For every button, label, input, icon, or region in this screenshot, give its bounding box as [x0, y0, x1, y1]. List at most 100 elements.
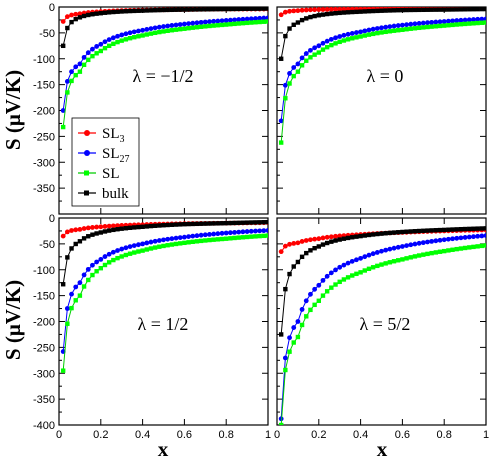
data-point	[429, 24, 434, 29]
data-point	[81, 226, 87, 231]
data-point	[362, 254, 368, 260]
data-point	[123, 226, 129, 231]
data-point	[244, 229, 250, 234]
data-point	[119, 246, 125, 252]
data-point	[98, 230, 103, 235]
data-point	[295, 259, 301, 265]
data-point	[329, 239, 334, 244]
panel-top-left: 0 -50 -100 -150 -200 -250 -300 -350 λ = −1/2	[33, 2, 269, 215]
data-point	[207, 237, 212, 243]
data-point	[244, 16, 250, 22]
data-point	[261, 220, 267, 225]
y-tick-label: -100	[33, 54, 55, 66]
legend-item: SL27	[78, 146, 130, 165]
data-point	[366, 252, 372, 258]
data-point	[110, 249, 116, 255]
data-point	[244, 220, 250, 225]
y-tick-label: 0	[49, 2, 55, 14]
data-point	[433, 7, 439, 12]
data-point	[203, 238, 208, 243]
x-tick-label: 0.2	[93, 429, 108, 441]
data-point	[479, 226, 485, 231]
data-point	[299, 55, 305, 61]
data-point	[467, 21, 472, 26]
data-point	[198, 19, 204, 25]
data-point	[198, 24, 204, 29]
x-tick-label: 0	[274, 429, 280, 441]
y-tick-label: -250	[33, 342, 55, 354]
data-point	[223, 230, 229, 236]
data-point	[312, 7, 318, 13]
data-point	[90, 262, 95, 268]
data-point	[215, 7, 221, 12]
data-point	[215, 237, 221, 242]
data-point	[144, 224, 149, 229]
data-point	[98, 41, 104, 47]
data-point	[115, 9, 120, 14]
data-point	[299, 254, 305, 260]
data-point	[370, 26, 376, 32]
data-point	[462, 21, 468, 27]
data-point	[366, 32, 372, 37]
data-point	[85, 50, 91, 56]
data-point	[94, 269, 99, 274]
legend-label-main: SL	[102, 126, 120, 142]
data-point	[169, 7, 175, 13]
data-point	[433, 238, 439, 244]
data-point	[442, 227, 447, 233]
x-tick-label: 0.8	[219, 429, 234, 441]
data-point	[94, 259, 100, 265]
data-point	[345, 31, 351, 37]
data-point	[148, 239, 154, 245]
data-point	[483, 20, 486, 25]
data-point	[341, 277, 347, 282]
x-tick-label: 0.8	[437, 429, 452, 441]
data-point	[228, 236, 233, 241]
data-point	[312, 236, 318, 242]
data-point	[102, 224, 108, 229]
data-point	[152, 223, 158, 228]
data-point	[291, 325, 297, 330]
data-point	[77, 61, 83, 67]
data-point	[144, 240, 150, 246]
data-point	[425, 7, 430, 12]
data-point	[467, 7, 472, 12]
data-point	[148, 246, 154, 251]
series-sl27	[278, 16, 486, 124]
data-point	[190, 25, 195, 30]
x-axis-title-left: x	[158, 437, 169, 461]
data-point	[295, 61, 301, 67]
data-point	[366, 9, 372, 14]
data-point	[257, 15, 263, 21]
data-point	[379, 248, 384, 254]
data-point	[236, 235, 241, 240]
data-point	[106, 223, 112, 229]
data-point	[278, 12, 284, 18]
data-point	[173, 222, 179, 227]
data-point	[283, 33, 288, 39]
data-point	[236, 21, 241, 26]
data-point	[383, 8, 388, 13]
data-point	[454, 235, 460, 241]
data-point	[169, 23, 175, 28]
data-point	[169, 242, 175, 247]
data-point	[291, 22, 296, 27]
data-point	[257, 220, 262, 225]
data-point	[60, 368, 66, 373]
data-point	[123, 37, 129, 42]
data-point	[194, 221, 200, 227]
data-point	[316, 298, 321, 303]
data-point	[370, 31, 376, 37]
data-point	[77, 226, 83, 232]
data-point	[73, 241, 78, 247]
data-point	[144, 27, 150, 32]
data-point	[77, 239, 83, 244]
data-point	[106, 10, 112, 15]
data-point	[169, 28, 175, 33]
data-point	[283, 367, 288, 373]
data-point	[375, 8, 380, 14]
data-point	[244, 234, 250, 240]
data-point	[354, 257, 359, 263]
data-point	[60, 282, 66, 287]
data-point	[211, 237, 216, 242]
